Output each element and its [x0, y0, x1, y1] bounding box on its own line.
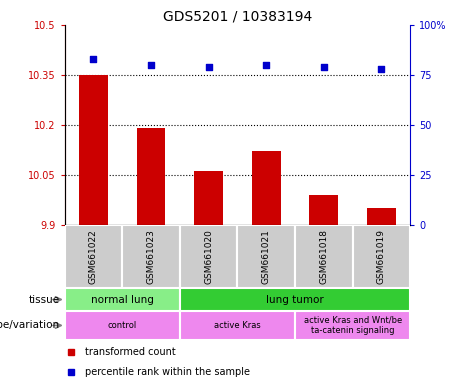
Bar — [367, 208, 396, 225]
Point — [89, 56, 97, 62]
Bar — [194, 171, 223, 225]
Point — [263, 62, 270, 68]
Text: control: control — [107, 321, 137, 330]
Text: GSM661020: GSM661020 — [204, 229, 213, 284]
Bar — [252, 151, 281, 225]
Bar — [295, 225, 353, 288]
Bar — [353, 225, 410, 288]
Text: GSM661022: GSM661022 — [89, 229, 98, 284]
Bar — [180, 288, 410, 311]
Bar — [79, 75, 108, 225]
Bar — [309, 195, 338, 225]
Bar — [65, 225, 122, 288]
Bar — [122, 225, 180, 288]
Bar — [295, 311, 410, 340]
Text: transformed count: transformed count — [85, 347, 176, 357]
Bar — [65, 288, 180, 311]
Bar — [65, 311, 180, 340]
Text: active Kras and Wnt/be
ta-catenin signaling: active Kras and Wnt/be ta-catenin signal… — [303, 316, 402, 335]
Point — [148, 62, 155, 68]
Text: GSM661018: GSM661018 — [319, 229, 328, 284]
Text: percentile rank within the sample: percentile rank within the sample — [85, 367, 250, 377]
Point — [320, 64, 327, 70]
Bar — [136, 128, 165, 225]
Bar — [180, 225, 237, 288]
Bar — [180, 311, 295, 340]
Text: lung tumor: lung tumor — [266, 295, 324, 305]
Text: tissue: tissue — [29, 295, 60, 305]
Text: normal lung: normal lung — [91, 295, 154, 305]
Bar — [237, 225, 295, 288]
Title: GDS5201 / 10383194: GDS5201 / 10383194 — [163, 10, 312, 24]
Text: genotype/variation: genotype/variation — [0, 320, 60, 331]
Text: GSM661023: GSM661023 — [147, 229, 155, 284]
Text: GSM661019: GSM661019 — [377, 229, 386, 284]
Text: active Kras: active Kras — [214, 321, 261, 330]
Text: GSM661021: GSM661021 — [262, 229, 271, 284]
Point — [205, 64, 212, 70]
Point — [378, 66, 385, 72]
